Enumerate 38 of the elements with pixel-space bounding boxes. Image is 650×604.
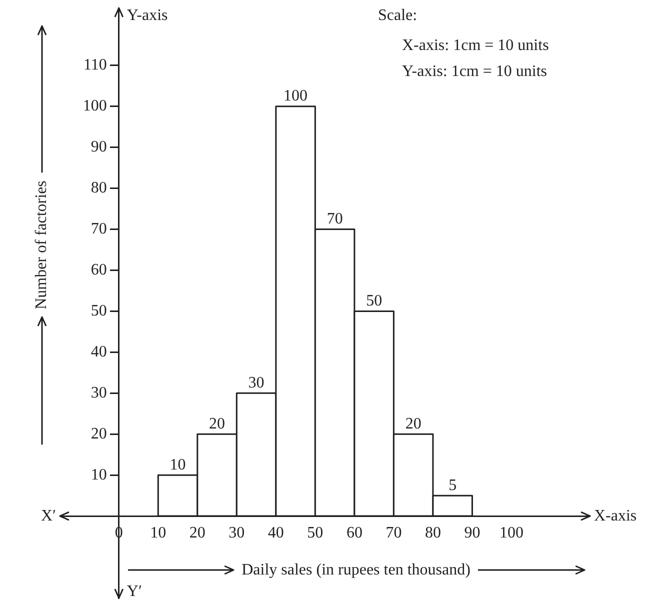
x-tick-label: 40 [268,524,284,542]
annotation: Y-axis: 1cm = 10 units [402,63,548,80]
x-axis-title: Daily sales (in rupees ten thousand) [242,561,470,578]
y-tick-label: 80 [90,179,107,196]
y-tick-label: 50 [90,302,107,320]
y-tick-label: 60 [90,261,107,278]
y-tick-label: 90 [90,138,107,156]
x-tick-label: 90 [464,524,480,542]
x-tick-label: 100 [499,524,524,542]
data-label: 5 [448,476,457,494]
y-tick-label: 100 [82,98,107,115]
annotation: Scale: [378,7,418,24]
text: X′ [40,507,56,524]
y-tick-label: 30 [90,384,107,402]
data-label: 30 [248,374,264,392]
x-tick-label: 80 [424,524,441,542]
y-tick-label: 20 [90,425,107,442]
annotation: Y-axis [126,7,168,24]
data-label: 20 [209,415,226,432]
y-tick-label: 10 [90,466,107,484]
x-tick-label: 50 [307,524,324,542]
data-label: 50 [366,292,382,310]
data-label: 10 [170,456,186,474]
y-axis-title: Number of factories [33,180,50,310]
data-label: 70 [326,210,343,228]
y-tick-label: 40 [90,343,107,360]
x-tick-label: 70 [386,524,402,542]
x-tick-label: 60 [346,524,362,542]
annotation: X-axis: 1cm = 10 units [402,37,549,54]
data-label: 20 [405,415,422,432]
y-tick-label: 110 [83,56,107,74]
x-tick-label: 20 [189,524,206,542]
x-tick-label: 30 [228,524,245,542]
y-tick-label: 70 [90,220,107,238]
text: X-axis [594,507,637,524]
x-tick-label: 10 [150,524,166,542]
data-label: 100 [284,88,308,105]
annotation: Y′ [126,583,142,600]
